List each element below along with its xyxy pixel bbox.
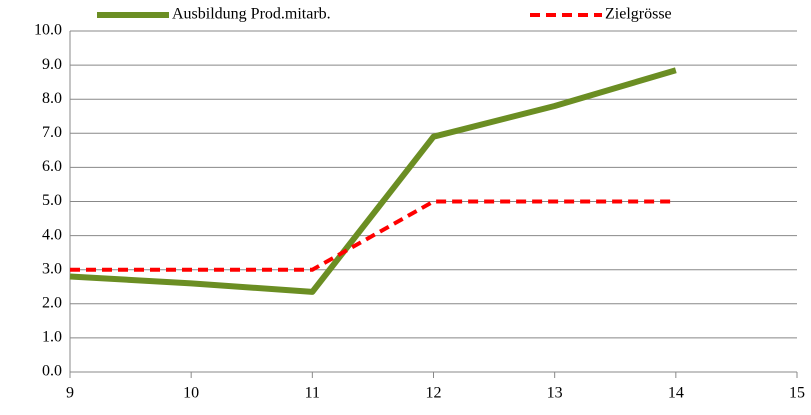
legend-label: Zielgrösse (605, 6, 672, 23)
x-tick-label: 13 (547, 385, 563, 402)
y-tick-label: 6.0 (42, 158, 62, 175)
y-tick-label: 9.0 (42, 56, 62, 73)
y-tick-label: 1.0 (42, 329, 62, 346)
y-tick-label: 0.0 (42, 363, 62, 380)
y-tick-label: 3.0 (42, 260, 62, 277)
y-tick-label: 5.0 (42, 192, 62, 209)
y-tick-label: 8.0 (42, 90, 62, 107)
x-tick-label: 12 (426, 385, 442, 402)
x-tick-label: 14 (668, 385, 684, 402)
x-tick-label: 10 (183, 385, 199, 402)
x-tick-label: 15 (789, 385, 805, 402)
y-tick-label: 2.0 (42, 294, 62, 311)
x-tick-label: 11 (305, 385, 320, 402)
legend-label: Ausbildung Prod.mitarb. (172, 6, 331, 23)
y-tick-label: 4.0 (42, 226, 62, 243)
series-line (69, 67, 677, 295)
y-tick-label: 10.0 (34, 22, 62, 39)
y-tick-label: 7.0 (42, 124, 62, 141)
series-line (70, 199, 676, 272)
x-tick-label: 9 (66, 385, 74, 402)
